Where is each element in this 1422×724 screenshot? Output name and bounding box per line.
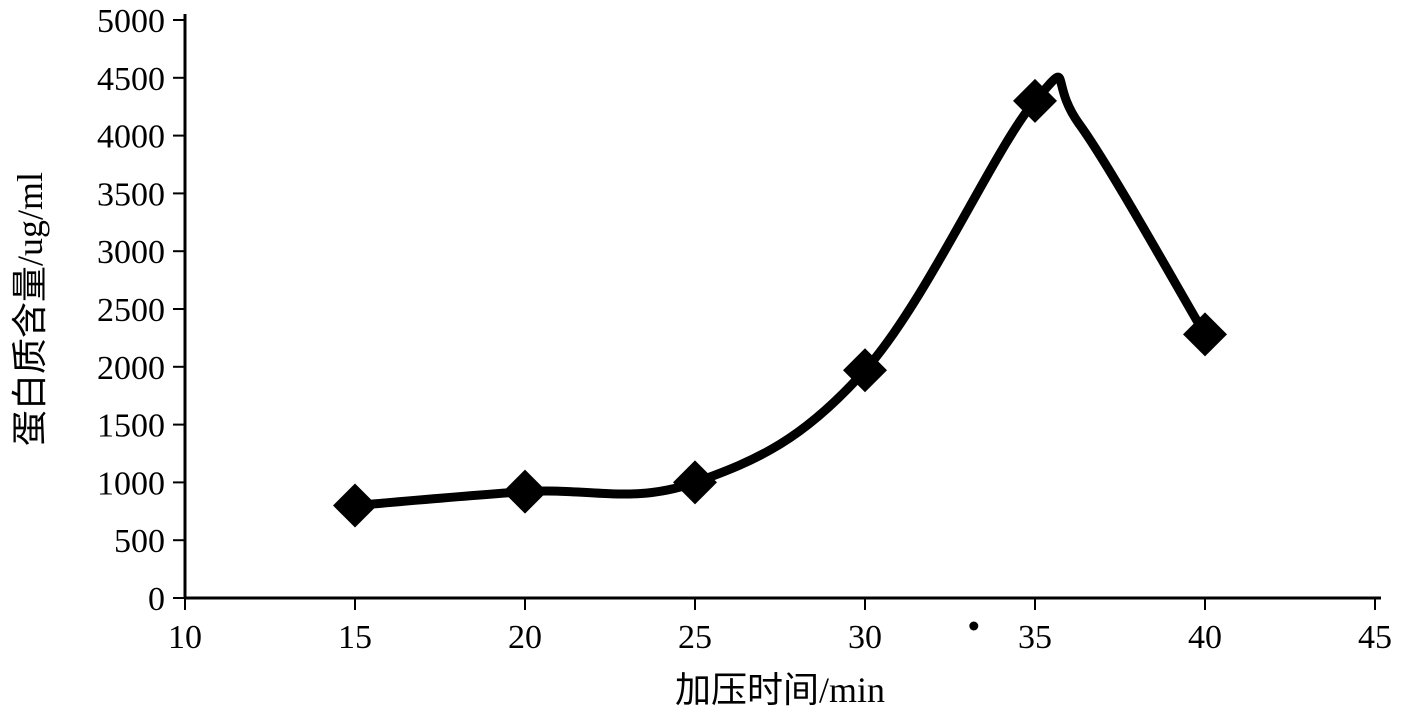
y-tick-label: 1000 — [97, 465, 165, 502]
data-marker — [673, 460, 717, 504]
x-tick-label: 35 — [1018, 619, 1052, 656]
y-tick-label: 500 — [114, 523, 165, 560]
x-tick-label: 30 — [848, 619, 882, 656]
data-line — [355, 77, 1205, 505]
x-tick-label: 20 — [508, 619, 542, 656]
x-tick-label: 15 — [338, 619, 372, 656]
y-tick-label: 2000 — [97, 350, 165, 387]
y-tick-label: 4500 — [97, 61, 165, 98]
y-tick-label: 5000 — [97, 3, 165, 40]
data-marker — [503, 470, 547, 514]
y-tick-label: 3000 — [97, 234, 165, 271]
data-marker — [333, 484, 377, 528]
x-axis-label: 加压时间/min — [675, 670, 885, 710]
y-axis-label: 蛋白质含量/ug/ml — [10, 172, 50, 446]
chart-container: 0 500 1000 1500 2000 2500 3000 3500 4000 4500 5000… — [0, 0, 1422, 724]
y-tick-label: 3500 — [97, 176, 165, 213]
y-tick-label: 4000 — [97, 119, 165, 156]
y-tick-label: 2500 — [97, 292, 165, 329]
x-tick-label: 10 — [168, 619, 202, 656]
x-tick-label: 25 — [678, 619, 712, 656]
x-tick-label: 45 — [1358, 619, 1392, 656]
data-marker — [1183, 312, 1227, 356]
stray-dot — [969, 622, 978, 631]
y-tick-label: 0 — [148, 581, 165, 618]
y-tick-label: 1500 — [97, 408, 165, 445]
line-chart: 0 500 1000 1500 2000 2500 3000 3500 4000 4500 5000… — [0, 0, 1422, 724]
x-tick-label: 40 — [1188, 619, 1222, 656]
